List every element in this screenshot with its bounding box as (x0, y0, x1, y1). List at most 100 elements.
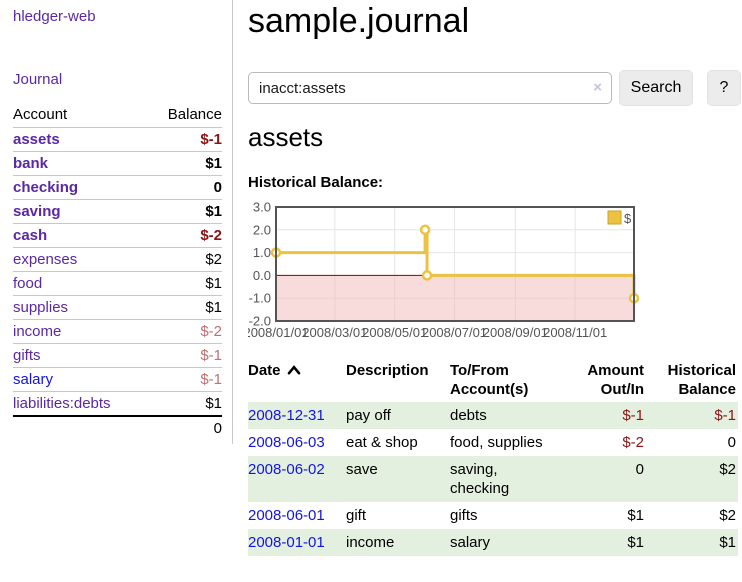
account-link[interactable]: cash (13, 227, 48, 244)
register-table-body: 2008-12-31 pay off debts $-1 $-1 2008-06-03 ea… (248, 402, 738, 556)
account-link[interactable]: gifts (13, 347, 41, 364)
register-header-accounts: To/From Account(s) (450, 362, 529, 398)
page-title: sample.journal (248, 2, 470, 40)
accounts-total-value: 0 (213, 420, 222, 437)
transaction-description: eat & shop (346, 434, 418, 451)
transaction-date-link[interactable]: 2008-01-01 (248, 534, 325, 551)
transaction-accounts: saving, checking (450, 461, 510, 497)
register-table: Date Description To/From Account(s) Amou… (248, 358, 738, 556)
search-form: × Search ? (248, 70, 742, 106)
chart-title: Historical Balance: (248, 174, 384, 191)
account-link[interactable]: liabilities:debts (13, 395, 111, 412)
account-link[interactable]: salary (13, 371, 54, 388)
transaction-date-link[interactable]: 2008-06-01 (248, 507, 325, 524)
register-row: 2008-06-03 eat & shop food, supplies $-2 0 (248, 429, 738, 456)
historical-balance-chart: $3.0 2.0 1.0 0.0 -1.0 -2.0 2008/01/01 2008/03/0… (243, 200, 742, 342)
svg-text:-1.0: -1.0 (249, 291, 271, 306)
account-link[interactable]: expenses (13, 251, 78, 268)
accounts-header-balance: Balance (167, 106, 222, 123)
account-balance: $1 (205, 275, 222, 292)
account-row: bank $1 (13, 152, 222, 176)
svg-text:3.0: 3.0 (253, 200, 271, 215)
accounts-balance-table: Account Balance assets $-1 bank $1 checking 0… (13, 103, 222, 440)
account-balance: $-1 (200, 131, 222, 148)
account-link[interactable]: bank (13, 155, 49, 172)
transaction-accounts: debts (450, 407, 487, 424)
transaction-amount: $-1 (622, 407, 644, 424)
transaction-balance: 0 (727, 434, 736, 451)
transaction-date-link[interactable]: 2008-12-31 (248, 407, 325, 424)
account-balance: $1 (205, 299, 222, 316)
transaction-balance: $1 (719, 534, 736, 551)
account-row: salary $-1 (13, 368, 222, 392)
transaction-accounts: food, supplies (450, 434, 543, 451)
transaction-description: income (346, 534, 395, 551)
transaction-description: pay off (346, 407, 391, 424)
accounts-total-row: 0 (13, 416, 222, 440)
register-header-date-label: Date (248, 362, 281, 379)
clear-search-icon[interactable]: × (593, 79, 602, 96)
account-balance: $1 (205, 203, 222, 220)
svg-text:1.0: 1.0 (253, 245, 271, 260)
register-row: 2008-06-01 gift gifts $1 $2 (248, 502, 738, 529)
account-row: gifts $-1 (13, 344, 222, 368)
transaction-amount: $1 (627, 507, 644, 524)
account-balance: $1 (205, 155, 222, 172)
account-balance: 0 (213, 179, 222, 196)
svg-text:2008/09/01: 2008/09/01 (483, 325, 548, 340)
svg-text:2008/07/01: 2008/07/01 (422, 325, 487, 340)
register-header-row: Date Description To/From Account(s) Amou… (248, 358, 738, 402)
transaction-date-link[interactable]: 2008-06-03 (248, 434, 325, 451)
account-row: checking 0 (13, 176, 222, 200)
account-heading: assets (248, 122, 324, 152)
sidebar-item-journal[interactable]: Journal (13, 71, 63, 88)
svg-text:$: $ (624, 211, 632, 226)
register-header-date[interactable]: Date (248, 358, 346, 402)
transaction-description: gift (346, 507, 367, 524)
account-link[interactable]: assets (13, 131, 60, 148)
search-input[interactable] (248, 72, 612, 104)
sidebar: hledger-web Journal Account Balance asse… (0, 0, 233, 444)
account-balance: $-1 (200, 371, 222, 388)
transaction-description: save (346, 461, 378, 478)
svg-text:-2.0: -2.0 (249, 314, 271, 329)
account-balance: $1 (205, 395, 222, 412)
account-balance: $-2 (200, 323, 222, 340)
account-link[interactable]: supplies (13, 299, 69, 316)
transaction-balance: $-1 (714, 407, 736, 424)
search-button[interactable]: Search (619, 70, 693, 106)
transaction-amount: 0 (635, 461, 644, 478)
sort-ascending-icon[interactable] (287, 361, 301, 380)
svg-text:2008/05/01: 2008/05/01 (362, 325, 427, 340)
transaction-date-link[interactable]: 2008-06-02 (248, 461, 325, 478)
search-box: × (248, 72, 612, 104)
register-row: 2008-12-31 pay off debts $-1 $-1 (248, 402, 738, 429)
help-button[interactable]: ? (707, 70, 741, 106)
svg-text:0.0: 0.0 (253, 268, 271, 283)
register-section: Date Description To/From Account(s) Amou… (248, 358, 738, 556)
register-header-description: Description (346, 362, 429, 379)
account-link[interactable]: checking (13, 179, 79, 196)
account-row: expenses $2 (13, 248, 222, 272)
brand-link[interactable]: hledger-web (13, 8, 96, 25)
transaction-balance: $2 (719, 461, 736, 478)
svg-text:2008/03/01: 2008/03/01 (302, 325, 367, 340)
accounts-table-body: assets $-1 bank $1 checking 0 saving $1 cash $-2 e… (13, 128, 222, 416)
account-row: liabilities:debts $1 (13, 392, 222, 416)
account-link[interactable]: saving (13, 203, 61, 220)
transaction-accounts: salary (450, 534, 491, 551)
account-row: saving $1 (13, 200, 222, 224)
svg-text:2.0: 2.0 (253, 222, 271, 237)
transaction-accounts: gifts (450, 507, 478, 524)
accounts-header-account: Account (13, 106, 68, 123)
account-row: income $-2 (13, 320, 222, 344)
account-balance: $-2 (200, 227, 222, 244)
account-link[interactable]: income (13, 323, 62, 340)
transaction-amount: $1 (627, 534, 644, 551)
account-link[interactable]: food (13, 275, 43, 292)
account-row: cash $-2 (13, 224, 222, 248)
transaction-amount: $-2 (622, 434, 644, 451)
chart-legend: $ (607, 210, 632, 226)
register-header-balance: Historical Balance (667, 362, 736, 398)
